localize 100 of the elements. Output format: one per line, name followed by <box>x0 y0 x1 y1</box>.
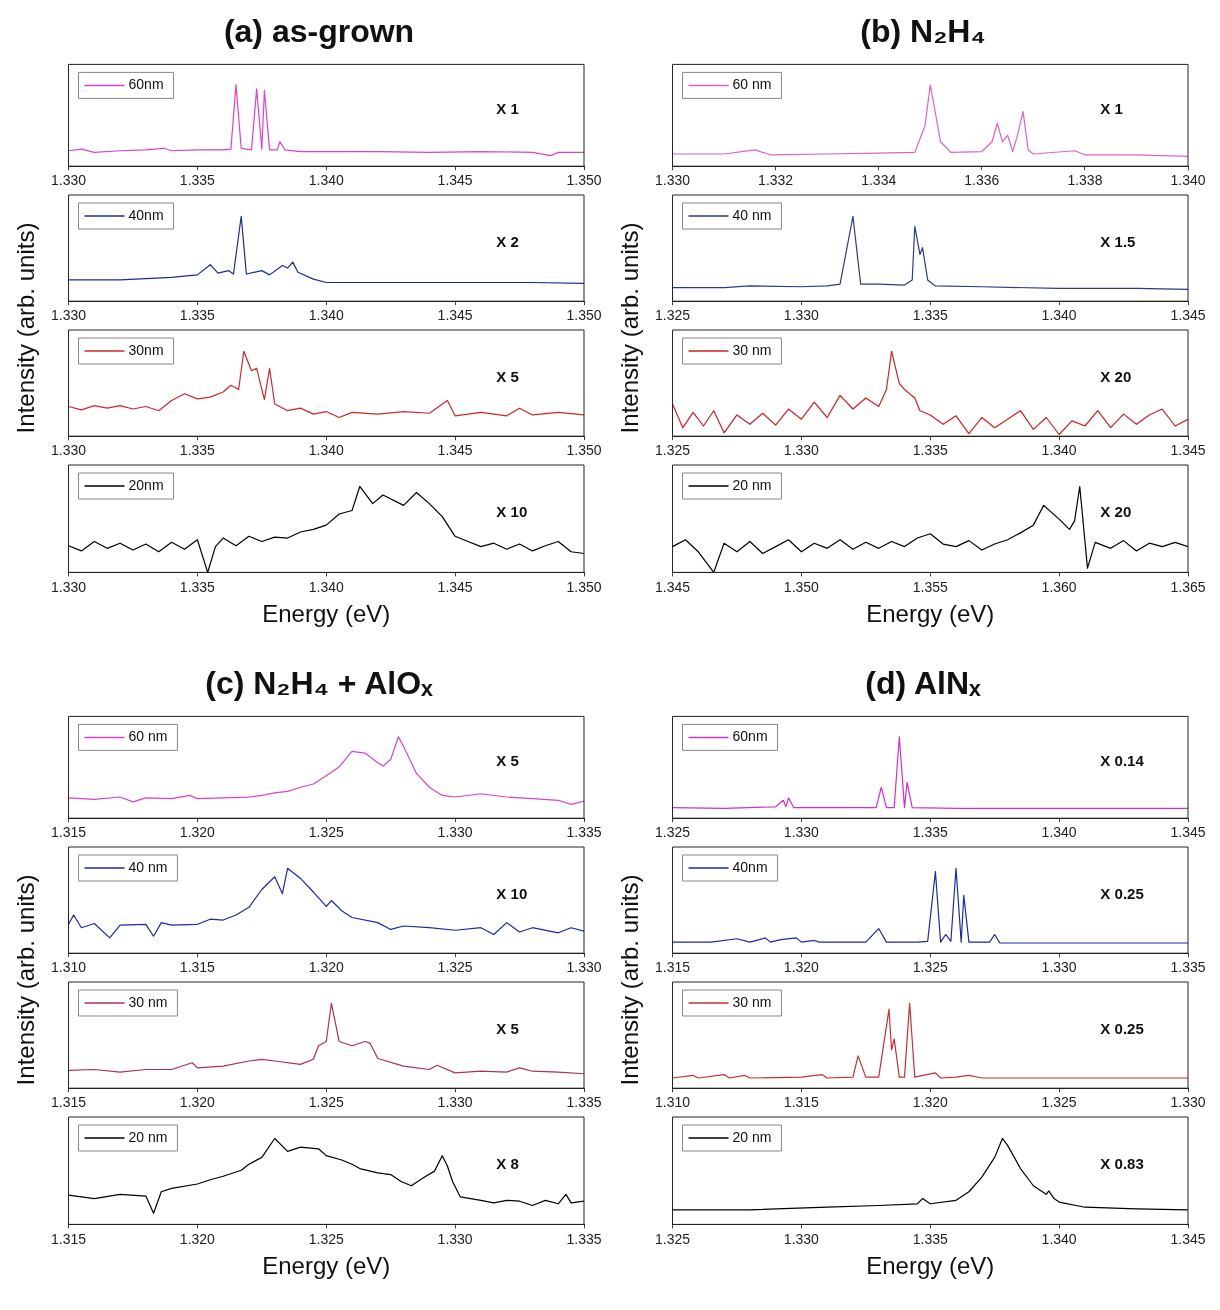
x-tick-label: 1.355 <box>912 578 948 595</box>
x-tick-label: 1.335 <box>179 578 216 595</box>
x-tick-label: 1.330 <box>566 959 602 976</box>
x-tick-label: 1.340 <box>1041 824 1077 841</box>
x-tick-label: 1.334 <box>861 172 897 189</box>
chart-title: (d) AlNₓ <box>865 665 981 702</box>
annotation: X 5 <box>496 367 519 385</box>
annotation: X 20 <box>1100 367 1132 385</box>
x-tick-label: 1.340 <box>308 442 344 459</box>
x-tick-label: 1.360 <box>1041 578 1077 595</box>
x-tick-label: 1.320 <box>783 959 820 976</box>
x-tick-label: 1.345 <box>1170 307 1206 324</box>
x-tick-label: 1.345 <box>1170 824 1206 841</box>
x-tick-label: 1.340 <box>308 578 344 595</box>
x-tick-label: 1.315 <box>50 824 87 841</box>
x-tick-label: 1.330 <box>437 1094 473 1111</box>
x-tick-label: 1.320 <box>179 1094 216 1111</box>
legend-label: 60 nm <box>732 76 772 93</box>
x-tick-label: 1.340 <box>1041 442 1077 459</box>
x-tick-label: 1.325 <box>654 442 691 459</box>
x-tick-label: 1.330 <box>783 824 820 841</box>
legend-label: 60nm <box>732 728 768 745</box>
x-tick-label: 1.345 <box>437 307 473 324</box>
legend-label: 30nm <box>128 341 164 358</box>
y-axis-title: Intensity (arb. units) <box>12 874 40 1086</box>
legend-label: 40nm <box>732 858 768 875</box>
x-tick-label: 1.320 <box>912 1094 948 1111</box>
annotation: X 8 <box>496 1155 519 1173</box>
x-tick-label: 1.320 <box>179 1230 216 1247</box>
legend-label: 40nm <box>128 206 164 223</box>
annotation: X 20 <box>1100 503 1132 521</box>
x-tick-label: 1.335 <box>179 307 216 324</box>
annotation: X 10 <box>496 503 528 521</box>
x-tick-label: 1.330 <box>783 307 820 324</box>
x-tick-label: 1.350 <box>566 172 602 189</box>
x-tick-label: 1.325 <box>654 1230 691 1247</box>
annotation: X 0.83 <box>1100 1155 1144 1173</box>
annotation: X 0.25 <box>1100 1019 1144 1037</box>
x-tick-label: 1.330 <box>783 1230 820 1247</box>
x-tick-label: 1.340 <box>1170 172 1206 189</box>
annotation: X 2 <box>496 232 519 250</box>
x-tick-label: 1.330 <box>654 172 691 189</box>
x-tick-label: 1.330 <box>437 1230 473 1247</box>
annotation: X 0.14 <box>1100 752 1145 770</box>
legend-label: 20 nm <box>128 1128 168 1145</box>
annotation: X 0.25 <box>1100 884 1144 902</box>
legend-label: 60 nm <box>128 728 168 745</box>
x-axis-title: Energy (eV) <box>262 1252 391 1280</box>
y-axis-title: Intensity (arb. units) <box>616 222 644 434</box>
x-axis-title: Energy (eV) <box>866 1252 995 1280</box>
chart-title: (c) N₂H₄ + AlOₓ <box>205 665 434 702</box>
x-tick-label: 1.315 <box>654 959 691 976</box>
x-tick-label: 1.325 <box>308 824 344 841</box>
x-tick-label: 1.330 <box>437 824 473 841</box>
x-axis-title: Energy (eV) <box>866 600 995 628</box>
x-tick-label: 1.325 <box>308 1230 344 1247</box>
x-tick-label: 1.336 <box>964 172 1000 189</box>
x-tick-label: 1.345 <box>654 578 691 595</box>
x-tick-label: 1.365 <box>1170 578 1206 595</box>
x-tick-label: 1.345 <box>437 442 473 459</box>
x-tick-label: 1.350 <box>783 578 820 595</box>
annotation: X 1.5 <box>1100 232 1136 250</box>
x-tick-label: 1.335 <box>1170 959 1206 976</box>
y-axis-title: Intensity (arb. units) <box>12 222 40 434</box>
x-tick-label: 1.350 <box>566 578 602 595</box>
x-tick-label: 1.338 <box>1067 172 1103 189</box>
x-tick-label: 1.340 <box>1041 1230 1077 1247</box>
legend-label: 40 nm <box>732 206 772 223</box>
annotation: X 5 <box>496 752 519 770</box>
x-tick-label: 1.325 <box>437 959 473 976</box>
x-tick-label: 1.330 <box>50 307 87 324</box>
x-tick-label: 1.335 <box>912 1230 948 1247</box>
x-tick-label: 1.330 <box>783 442 820 459</box>
annotation: X 1 <box>1100 100 1123 118</box>
legend-label: 40 nm <box>128 858 168 875</box>
x-tick-label: 1.345 <box>437 578 473 595</box>
x-tick-label: 1.325 <box>308 1094 344 1111</box>
x-tick-label: 1.320 <box>308 959 344 976</box>
x-tick-label: 1.340 <box>308 307 344 324</box>
x-tick-label: 1.330 <box>50 578 87 595</box>
legend-label: 30 nm <box>732 341 772 358</box>
x-tick-label: 1.332 <box>758 172 794 189</box>
x-tick-label: 1.325 <box>912 959 948 976</box>
x-tick-label: 1.315 <box>179 959 216 976</box>
x-tick-label: 1.330 <box>1170 1094 1206 1111</box>
legend-label: 20nm <box>128 476 164 493</box>
x-tick-label: 1.310 <box>50 959 87 976</box>
legend-label: 20 nm <box>732 476 772 493</box>
x-tick-label: 1.330 <box>50 442 87 459</box>
annotation: X 1 <box>496 100 519 118</box>
legend-label: 20 nm <box>732 1128 772 1145</box>
chart-title: (a) as-grown <box>223 13 415 50</box>
x-tick-label: 1.345 <box>1170 442 1206 459</box>
x-tick-label: 1.340 <box>308 172 344 189</box>
x-tick-label: 1.325 <box>654 307 691 324</box>
x-tick-label: 1.335 <box>912 824 948 841</box>
x-tick-label: 1.325 <box>654 824 691 841</box>
chart-title: (b) N₂H₄ <box>860 13 986 50</box>
x-tick-label: 1.335 <box>912 442 948 459</box>
x-tick-label: 1.335 <box>179 442 216 459</box>
